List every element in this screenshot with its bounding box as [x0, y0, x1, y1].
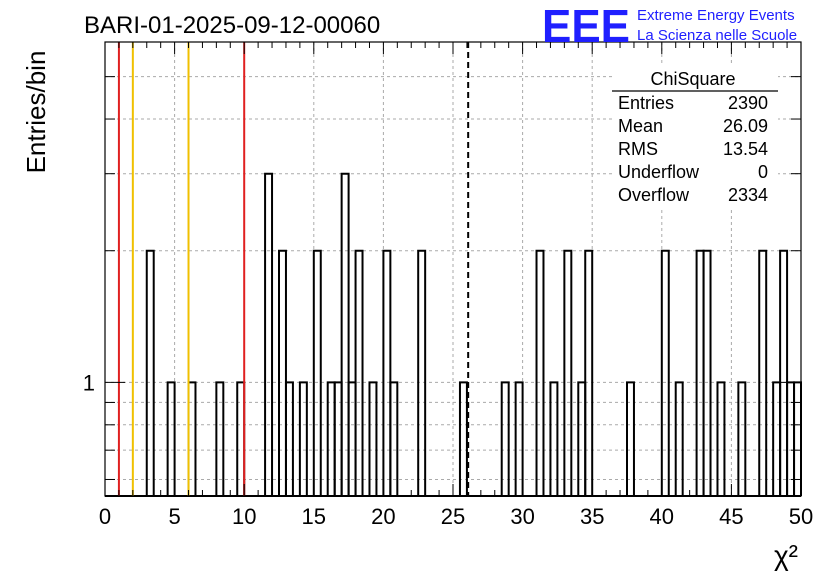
histogram-bin [716, 381, 726, 496]
x-tick-label: 5 [168, 504, 180, 529]
histogram-bin [215, 381, 225, 496]
x-tick-label: 15 [302, 504, 326, 529]
histogram-bin [779, 249, 789, 496]
x-tick-label: 35 [580, 504, 604, 529]
reference-lines [117, 42, 470, 496]
chart-title: BARI-01-2025-09-12-00060 [84, 12, 380, 39]
histogram-bin [514, 381, 524, 496]
histogram-bin [236, 381, 246, 496]
histogram-bin [187, 381, 197, 496]
stats-row-label: Overflow [618, 185, 690, 205]
x-tick-label: 0 [99, 504, 111, 529]
y-tick-label: 1 [83, 370, 95, 395]
histogram-bin [312, 249, 322, 496]
histogram-bin [333, 381, 343, 496]
histogram-bin [340, 172, 350, 496]
histogram-bin [278, 249, 287, 496]
histogram-bin [284, 381, 294, 496]
stats-title: ChiSquare [650, 69, 735, 89]
histogram-bin [458, 381, 468, 496]
x-tick-label: 50 [789, 504, 813, 529]
histogram-bin [500, 381, 510, 496]
x-tick-label: 45 [719, 504, 743, 529]
stats-row-value: 13.54 [723, 139, 768, 159]
axes: 0 5 10 15 20 25 30 35 40 45 50 1 [83, 42, 813, 529]
histogram-bin [737, 381, 747, 496]
histogram-bin [264, 172, 274, 496]
histogram-bin [626, 381, 635, 496]
y-axis-label: Entries/bin [21, 51, 51, 174]
x-tick-label: 20 [371, 504, 395, 529]
histogram-bin [354, 249, 364, 496]
stats-row-label: Underflow [618, 162, 700, 182]
histogram-bin [674, 381, 684, 496]
stats-row-label: Entries [618, 93, 674, 113]
stats-row-value: 2390 [728, 93, 768, 113]
histogram-bin [389, 381, 399, 496]
x-tick-label: 40 [650, 504, 674, 529]
histogram-bin [298, 381, 308, 496]
histogram-bin [549, 381, 559, 496]
eee-logo-line1: Extreme Energy Events [637, 7, 795, 24]
histogram-bin [326, 381, 336, 496]
histogram-bin [786, 381, 796, 496]
histogram-bin [535, 249, 545, 496]
stats-row-label: RMS [618, 139, 658, 159]
eee-logo-mark: EEE [542, 0, 630, 52]
eee-logo: EEE Extreme Energy Events La Scienza nel… [542, 0, 797, 52]
histogram-bin [660, 249, 670, 496]
histogram-bin [347, 381, 357, 496]
x-axis-label: χ² [774, 540, 798, 571]
histogram-bin [563, 249, 573, 496]
x-tick-label: 30 [510, 504, 534, 529]
histogram-bin [368, 381, 378, 496]
stats-box-background [612, 66, 778, 210]
histogram-bin [758, 249, 768, 496]
histogram-bin [695, 249, 705, 496]
stats-row-value: 0 [758, 162, 768, 182]
histogram-bin [382, 249, 392, 496]
eee-logo-line2: La Scienza nelle Scuole [637, 27, 797, 44]
histogram-bin [166, 381, 176, 496]
x-tick-label: 10 [232, 504, 256, 529]
histogram-bin [145, 249, 155, 496]
stats-row-value: 26.09 [723, 116, 768, 136]
histogram-bin [702, 249, 712, 496]
stats-box: ChiSquare Entries 2390 Mean 26.09 RMS 13.54 Un… [612, 66, 778, 210]
histogram-bin [417, 249, 427, 496]
x-tick-label: 25 [441, 504, 465, 529]
stats-row-label: Mean [618, 116, 663, 136]
histogram-bin [577, 381, 587, 496]
histogram-bin [584, 249, 594, 496]
histogram-bin [772, 381, 782, 496]
histogram-bin [793, 381, 802, 496]
stats-rows: Entries 2390 Mean 26.09 RMS 13.54 Underflow 0 Ov… [618, 93, 768, 205]
stats-row-value: 2334 [728, 185, 768, 205]
